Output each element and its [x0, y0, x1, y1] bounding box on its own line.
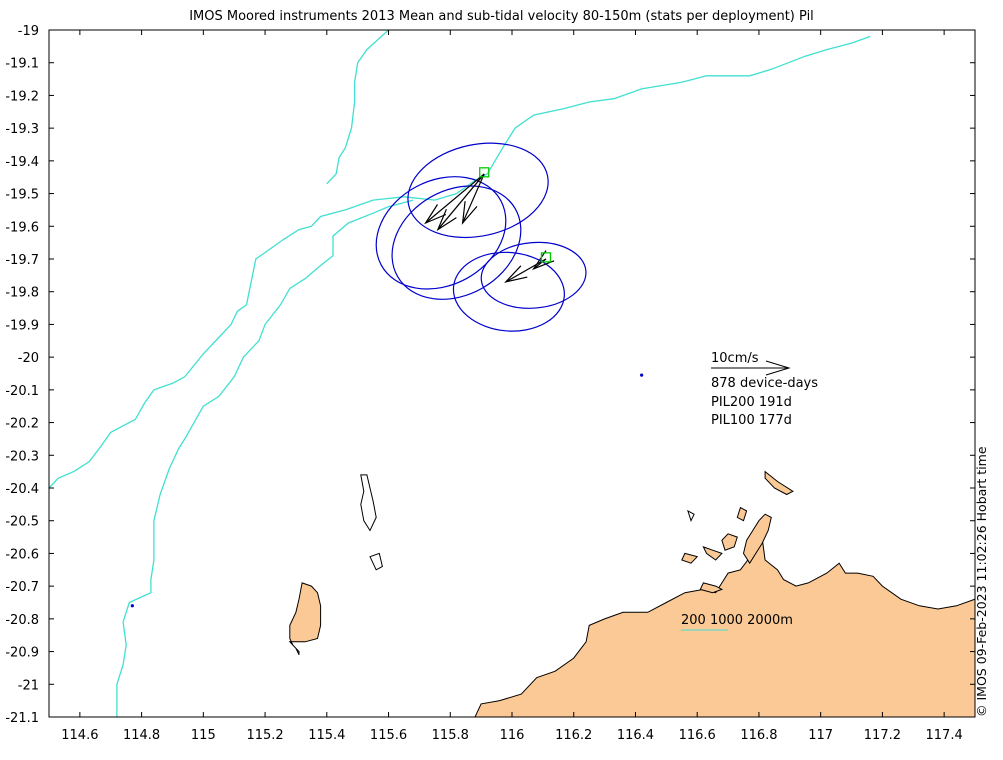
- ellipse-PIL200-a: [407, 142, 549, 239]
- scale-label: 10cm/s: [711, 351, 759, 366]
- x-tick-label: 116.4: [617, 728, 654, 743]
- y-tick-label: -19.4: [5, 155, 39, 170]
- x-tick-label: 116: [500, 728, 525, 743]
- axes-layer: 114.6 114.8 115 115.2 115.4 115.6 115.8 116 116.…: [5, 24, 976, 743]
- device-days-label: 878 device-days: [711, 376, 818, 391]
- vector-head-PIL100-3: [504, 265, 528, 283]
- island-montebello-islands: [360, 474, 377, 532]
- ellipse-PIL100-a: [480, 241, 587, 309]
- y-tick-label: -21.1: [5, 711, 39, 726]
- legend: 10cm/s 878 device-days PIL200 191d PIL10…: [681, 351, 818, 631]
- y-tick-label: -20.1: [5, 384, 39, 399]
- mooring-dot-0: [130, 604, 134, 608]
- x-tick-label: 117: [808, 728, 833, 743]
- x-tick-label: 115: [191, 728, 216, 743]
- deployment-label-pil200: PIL200 191d: [711, 395, 792, 410]
- ellipse-PIL200-c: [391, 185, 522, 300]
- island-lowendal-islands: [369, 552, 383, 571]
- y-tick-label: -19.7: [5, 253, 39, 268]
- land-legendre-island: [764, 470, 794, 496]
- ellipse-PIL100-b: [452, 251, 565, 332]
- y-tick-label: -20.8: [5, 613, 39, 628]
- y-tick-label: -20.9: [5, 646, 39, 661]
- y-tick-label: -20.6: [5, 547, 39, 562]
- vector-PIL200-0: [425, 173, 485, 224]
- scale-arrow-head: [765, 360, 791, 376]
- x-tick-label: 116.8: [740, 728, 777, 743]
- island-thevenard-island: [687, 509, 695, 523]
- x-tick-label: 116.2: [555, 728, 592, 743]
- y-tick-label: -20.2: [5, 417, 39, 432]
- land-dampier-island-3: [681, 552, 699, 564]
- y-tick-label: -20.5: [5, 515, 39, 530]
- land-dampier-island-1: [702, 546, 723, 561]
- y-tick-label: -20: [18, 351, 39, 366]
- y-tick-label: -19.8: [5, 286, 39, 301]
- mooring-dot-1: [640, 373, 644, 377]
- isobath-200m: [49, 35, 871, 489]
- credit-text: © IMOS 09-Feb-2023 11:02:26 Hobart time: [974, 446, 989, 717]
- isobath-1000m: [116, 199, 414, 717]
- vector-PIL100-3: [505, 258, 547, 283]
- y-tick-label: -21: [18, 678, 39, 693]
- vector-PIL100-4: [533, 258, 547, 270]
- land-barrow-island: [288, 582, 322, 656]
- ellipse-PIL200-b: [375, 176, 507, 290]
- chart-title: IMOS Moored instruments 2013 Mean and su…: [189, 9, 814, 24]
- land-burrup-peninsula: [742, 513, 772, 565]
- land-enderby-island: [699, 582, 724, 594]
- land-rosemary-island: [736, 506, 748, 522]
- y-tick-label: -20.4: [5, 482, 39, 497]
- x-tick-label: 115.6: [370, 728, 407, 743]
- y-tick-label: -19: [18, 24, 39, 39]
- y-tick-label: -19.2: [5, 89, 39, 104]
- station-layer: [130, 167, 644, 608]
- y-tick-label: -19.3: [5, 122, 39, 137]
- x-tick-label: 115.2: [246, 728, 283, 743]
- x-tick-label: 114.8: [123, 728, 160, 743]
- x-tick-label: 117.2: [864, 728, 901, 743]
- y-tick-label: -20.3: [5, 449, 39, 464]
- y-tick-label: -19.5: [5, 188, 39, 203]
- y-tick-label: -19.6: [5, 220, 39, 235]
- x-tick-label: 114.6: [61, 728, 98, 743]
- vector-PIL200-1: [437, 173, 485, 230]
- station-marker-PIL200: [479, 167, 490, 178]
- vector-head-PIL200-1: [436, 208, 457, 232]
- land-layer: [288, 470, 975, 717]
- deployment-label-pil100: PIL100 177d: [711, 413, 792, 428]
- vector-PIL200-2: [462, 173, 485, 224]
- station-marker-PIL100: [540, 252, 552, 263]
- vector-head-PIL200-2: [461, 201, 478, 225]
- y-tick-label: -20.7: [5, 580, 39, 595]
- y-tick-label: -19.9: [5, 318, 39, 333]
- ellipse-layer: [375, 142, 587, 332]
- x-tick-label: 115.8: [432, 728, 469, 743]
- y-tick-label: -19.1: [5, 57, 39, 72]
- isobath-2000m: [326, 30, 389, 185]
- x-tick-label: 116.6: [679, 728, 716, 743]
- isobath-legend-label: 200 1000 2000m: [681, 613, 793, 628]
- isobath-layer: [49, 30, 871, 717]
- x-tick-label: 115.4: [308, 728, 345, 743]
- land-dampier-island-2: [721, 533, 738, 551]
- x-tick-label: 117.4: [926, 728, 963, 743]
- vector-head-PIL200-0: [424, 204, 447, 225]
